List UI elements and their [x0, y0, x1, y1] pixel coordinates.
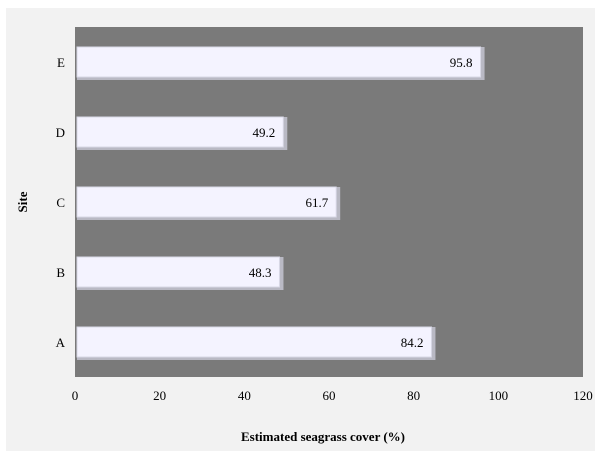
- x-tick-label-100: 100: [489, 388, 509, 403]
- y-axis-title: Site: [15, 191, 30, 212]
- data-label-a: 84.2: [401, 335, 424, 350]
- x-tick-label-40: 40: [238, 388, 251, 403]
- y-tick-label-d: D: [56, 125, 65, 140]
- x-axis-title: Estimated seagrass cover (%): [241, 429, 405, 444]
- y-tick-label-a: A: [56, 335, 66, 350]
- x-tick-label-20: 20: [153, 388, 166, 403]
- bar-a: [76, 326, 432, 358]
- y-tick-label-b: B: [56, 265, 65, 280]
- bar-d: [76, 116, 284, 148]
- data-label-e: 95.8: [450, 55, 473, 70]
- x-tick-label-120: 120: [573, 388, 593, 403]
- x-tick-label-60: 60: [323, 388, 336, 403]
- data-label-c: 61.7: [305, 195, 328, 210]
- x-tick-label-80: 80: [407, 388, 420, 403]
- bar-c: [76, 186, 337, 218]
- y-tick-label-e: E: [57, 55, 65, 70]
- x-tick-label-0: 0: [72, 388, 79, 403]
- bar-b: [76, 256, 280, 288]
- data-label-b: 48.3: [249, 265, 272, 280]
- data-label-d: 49.2: [253, 125, 276, 140]
- bar-e: [76, 46, 482, 78]
- y-tick-label-c: C: [56, 195, 65, 210]
